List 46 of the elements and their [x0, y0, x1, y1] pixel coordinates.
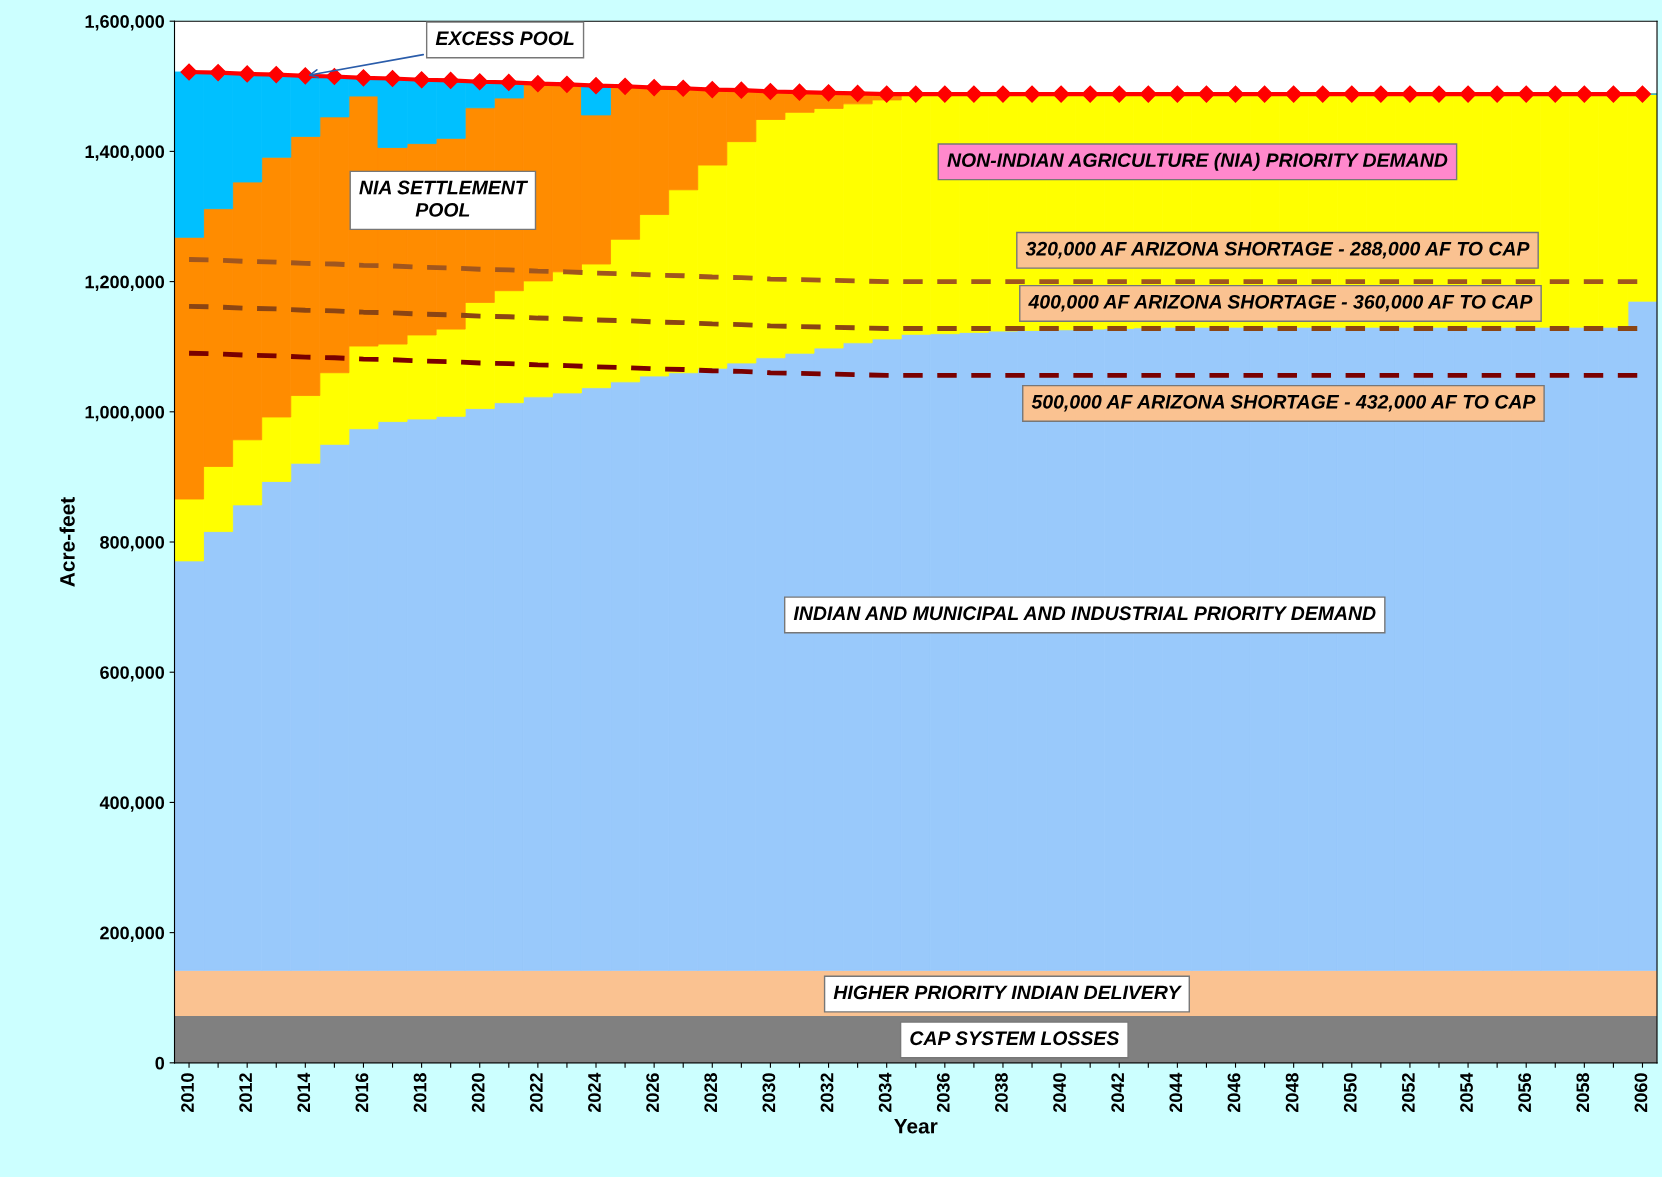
x-tick-label: 2010 — [181, 1073, 194, 1113]
annotation: 500,000 AF ARIZONA SHORTAGE - 432,000 AF TO CAP — [1031, 394, 1536, 412]
y-tick-label: 200,000 — [100, 926, 165, 942]
x-tick-label: 2032 — [820, 1073, 834, 1113]
y-tick-label: 1,000,000 — [85, 405, 165, 422]
x-tick-label: 2012 — [239, 1073, 253, 1113]
x-tick-label: 2020 — [471, 1073, 485, 1113]
x-tick-label: 2026 — [646, 1073, 659, 1113]
x-tick-label: 2024 — [588, 1072, 601, 1113]
x-tick-label: 2042 — [1111, 1073, 1125, 1113]
y-tick-label: 0 — [155, 1056, 165, 1070]
x-tick-label: 2040 — [1053, 1073, 1066, 1113]
x-tick-label: 2060 — [1634, 1073, 1648, 1113]
y-tick-label: 1,600,000 — [85, 15, 165, 31]
x-tick-label: 2046 — [1227, 1073, 1241, 1113]
x-tick-label: 2018 — [413, 1073, 427, 1113]
x-tick-label: 2056 — [1518, 1073, 1532, 1113]
x-tick-label: 2054 — [1460, 1072, 1473, 1113]
y-tick-label: 800,000 — [100, 535, 165, 552]
annotation: HIGHER PRIORITY INDIAN DELIVERY — [833, 985, 1182, 1000]
x-tick-label: 2030 — [762, 1073, 776, 1113]
x-axis-title: Year — [894, 1119, 938, 1134]
annotation: NIA SETTLEMENT POOL — [359, 180, 529, 217]
annotation: EXCESS POOL — [435, 31, 574, 46]
y-tick-label: 1,200,000 — [85, 275, 165, 291]
x-tick-label: 2052 — [1401, 1073, 1415, 1113]
x-tick-label: 2036 — [936, 1073, 950, 1113]
x-tick-label: 2048 — [1285, 1073, 1299, 1113]
y-tick-label: 600,000 — [100, 666, 165, 682]
annotation: NON-INDIAN AGRICULTURE (NIA) PRIORITY DEMAND — [947, 152, 1448, 171]
y-tick-label: 1,400,000 — [85, 145, 165, 161]
annotation: 400,000 AF ARIZONA SHORTAGE - 360,000 AF TO CAP — [1028, 294, 1533, 312]
x-tick-label: 2044 — [1169, 1072, 1183, 1113]
annotation: INDIAN AND MUNICIPAL AND INDUSTRIAL PRIORITY DEMAND — [793, 606, 1376, 621]
x-tick-label: 2028 — [704, 1073, 718, 1113]
y-tick-label: 400,000 — [99, 796, 165, 812]
x-tick-label: 2058 — [1576, 1073, 1590, 1113]
annotation: 320,000 AF ARIZONA SHORTAGE - 288,000 AF TO CAP — [1025, 241, 1530, 259]
annotation: CAP SYSTEM LOSSES — [910, 1031, 1120, 1046]
x-tick-label: 2016 — [355, 1073, 369, 1113]
x-tick-label: 2050 — [1343, 1073, 1357, 1113]
x-tick-label: 2014 — [297, 1072, 311, 1113]
y-axis-title: Acre-feet — [59, 497, 75, 587]
x-tick-label: 2038 — [995, 1073, 1008, 1113]
x-tick-label: 2034 — [878, 1072, 892, 1113]
x-tick-label: 2022 — [529, 1073, 543, 1113]
